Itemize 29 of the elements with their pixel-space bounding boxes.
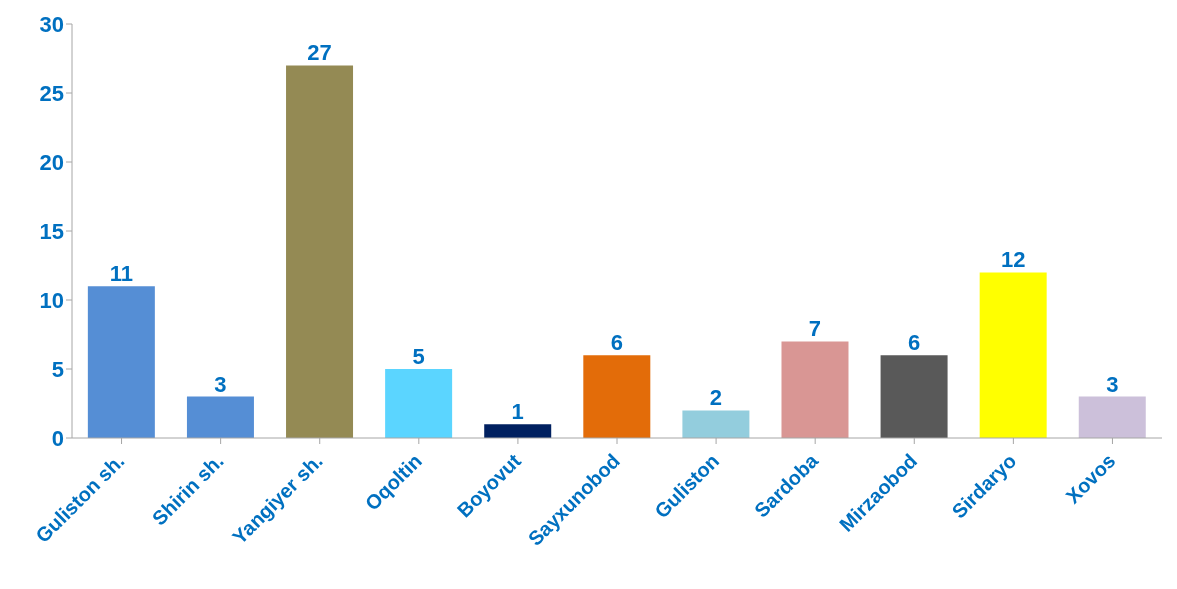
bar: [682, 410, 750, 438]
data-label: 7: [808, 316, 822, 342]
data-label: 3: [214, 371, 227, 397]
bar: [186, 396, 254, 438]
data-label: 12: [1000, 247, 1026, 273]
data-label: 6: [907, 330, 921, 356]
bar: [979, 272, 1047, 438]
y-tick-label: 5: [51, 356, 64, 382]
bar: [286, 65, 354, 438]
data-label: 11: [109, 261, 133, 287]
data-label: 3: [1106, 371, 1119, 397]
data-label: 2: [709, 385, 723, 411]
y-tick-label: 25: [39, 80, 64, 106]
bar: [385, 369, 453, 438]
data-label: 5: [412, 344, 425, 369]
bar: [583, 355, 651, 438]
y-tick-label: 15: [39, 218, 64, 244]
bar: [87, 286, 155, 438]
bar: [781, 341, 849, 438]
y-tick-label: 10: [39, 287, 64, 313]
data-label: 27: [307, 40, 332, 66]
bar: [880, 355, 948, 438]
data-label: 6: [610, 330, 623, 356]
bar: [1078, 396, 1146, 438]
bar: [484, 424, 552, 438]
y-tick-label: 0: [51, 425, 64, 451]
y-tick-label: 30: [39, 11, 64, 37]
data-label: 1: [511, 399, 524, 425]
y-tick-label: 20: [39, 149, 64, 175]
